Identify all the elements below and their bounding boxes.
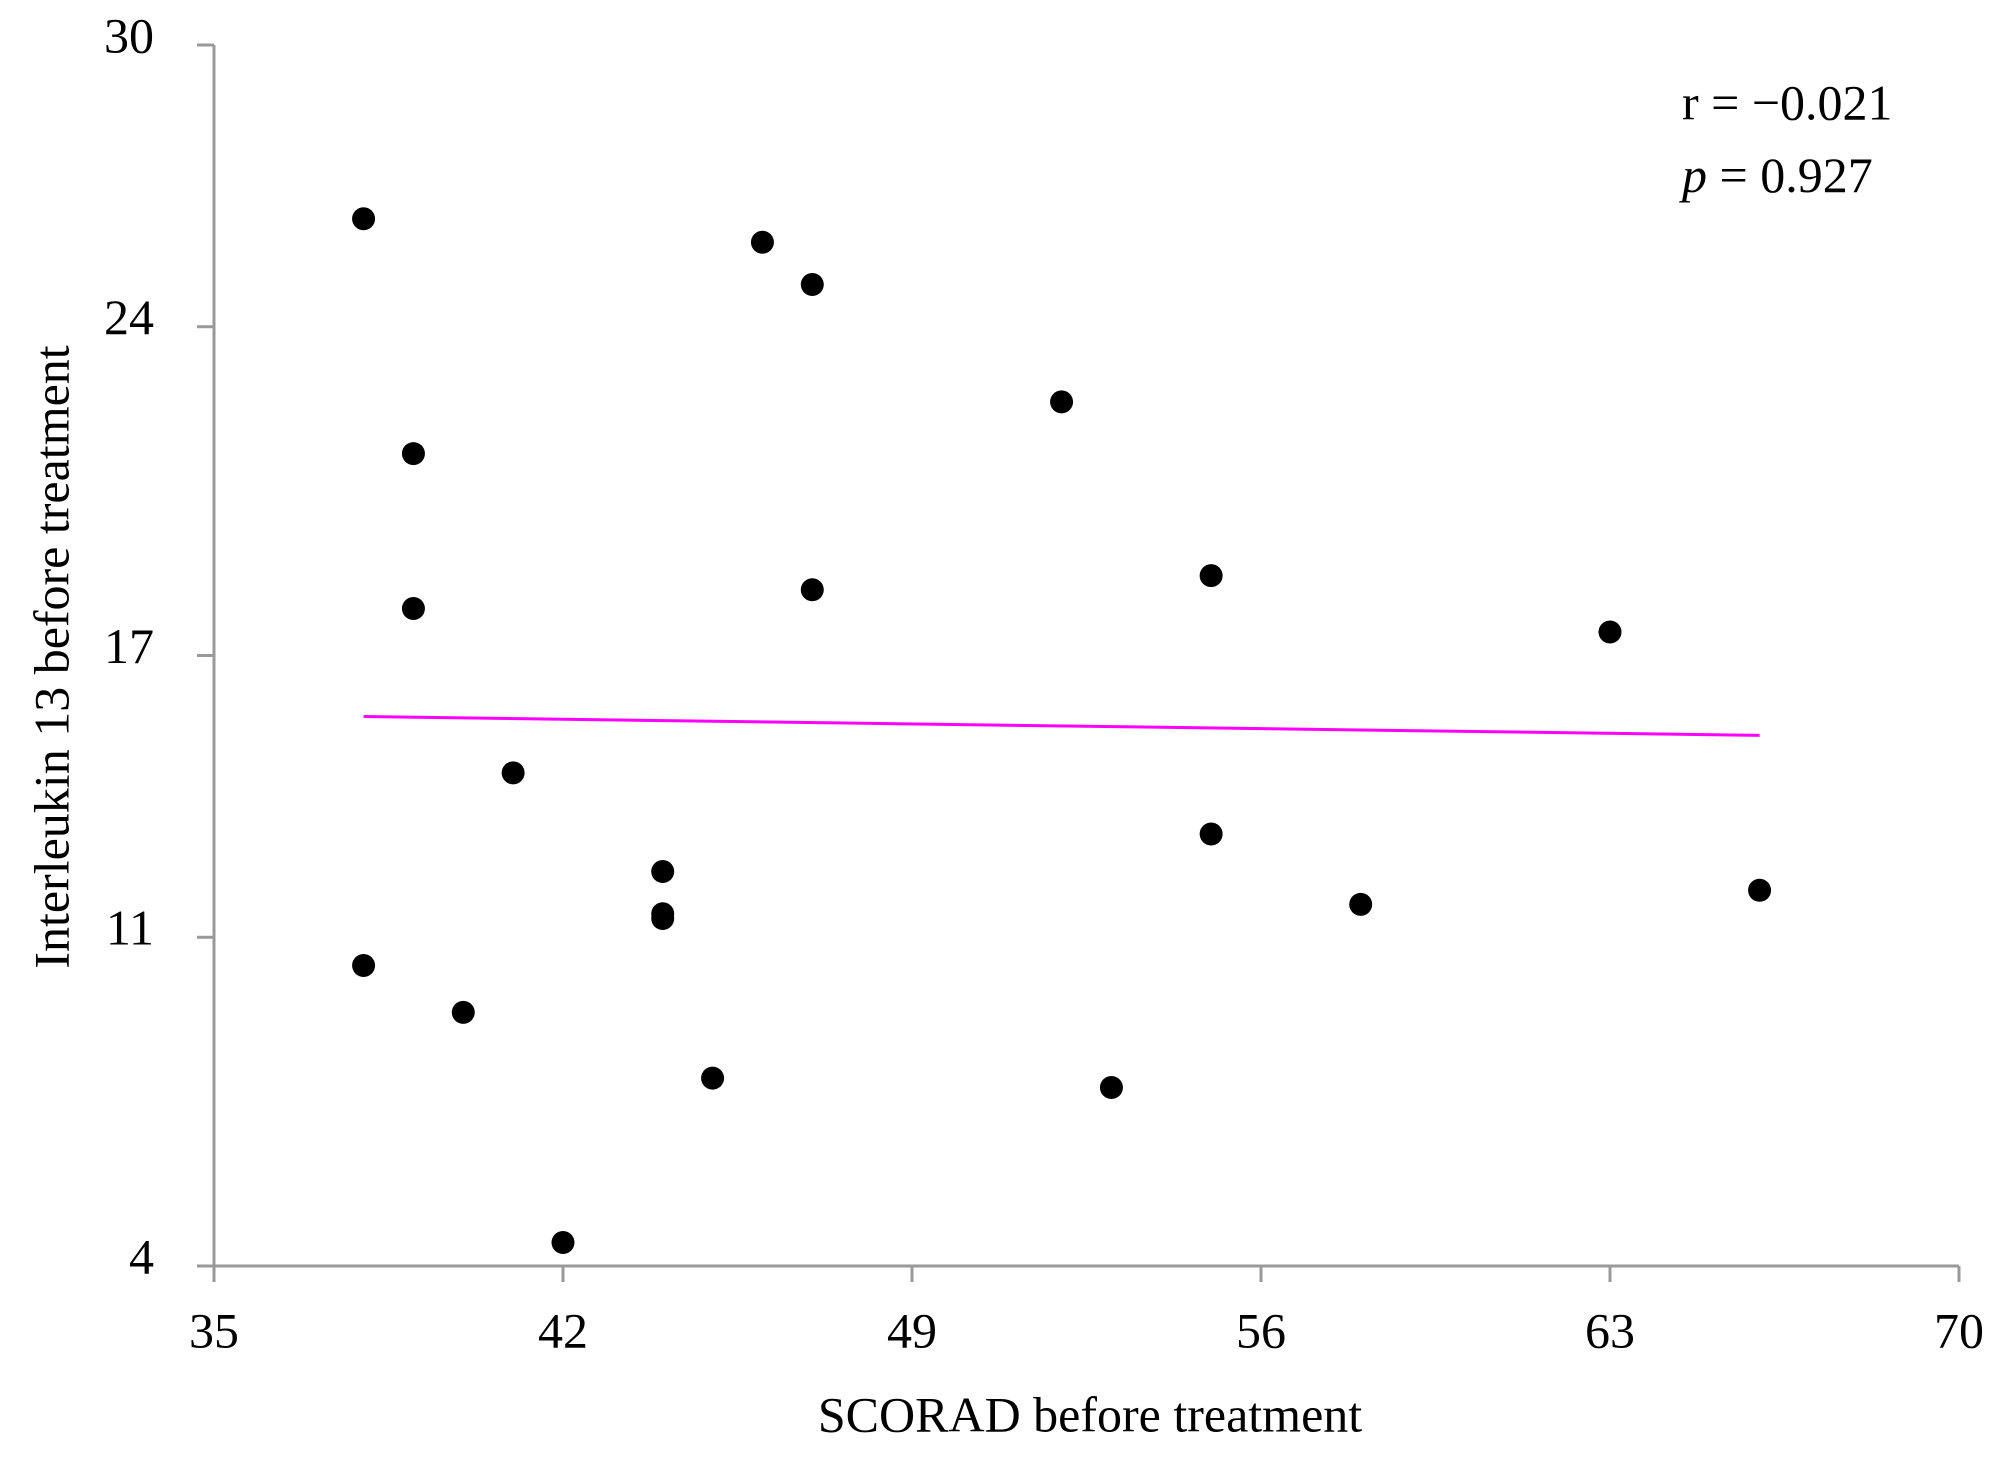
- point: [352, 207, 376, 231]
- point: [701, 1066, 725, 1090]
- point: [1748, 878, 1772, 902]
- x-axis-label: SCORAD before treatment: [818, 1386, 1362, 1442]
- x-tick-label: 70: [1934, 1302, 1984, 1358]
- y-tick-label: 17: [104, 618, 154, 674]
- y-axis-label: Interleukin 13 before treatment: [23, 345, 79, 968]
- y-tick-label: 4: [129, 1228, 154, 1284]
- y-tick-label: 24: [104, 289, 154, 345]
- point: [401, 442, 425, 466]
- point: [1598, 620, 1622, 644]
- point: [800, 578, 824, 602]
- point: [451, 1000, 475, 1024]
- point: [651, 860, 675, 884]
- x-tick-label: 49: [887, 1302, 937, 1358]
- point: [501, 761, 525, 785]
- point: [750, 230, 774, 254]
- annotation: p = 0.927: [1679, 147, 1873, 203]
- x-tick-label: 63: [1585, 1302, 1635, 1358]
- point: [1050, 390, 1074, 414]
- y-tick-label: 11: [106, 900, 154, 956]
- x-tick-label: 56: [1236, 1302, 1286, 1358]
- point: [651, 906, 675, 930]
- annotation: r = −0.021: [1682, 74, 1893, 130]
- y-tick-label: 30: [104, 7, 154, 63]
- point: [551, 1231, 575, 1255]
- point: [352, 953, 376, 977]
- x-tick-label: 35: [189, 1302, 239, 1358]
- point: [1349, 892, 1373, 916]
- point: [800, 273, 824, 297]
- point: [401, 597, 425, 621]
- x-tick-label: 42: [538, 1302, 588, 1358]
- trend-line: [363, 715, 1760, 737]
- point: [1199, 564, 1223, 588]
- annotation-text: = 0.927: [1707, 147, 1873, 203]
- point: [1099, 1076, 1123, 1100]
- annotation-italic: p: [1679, 147, 1707, 203]
- point: [1199, 822, 1223, 846]
